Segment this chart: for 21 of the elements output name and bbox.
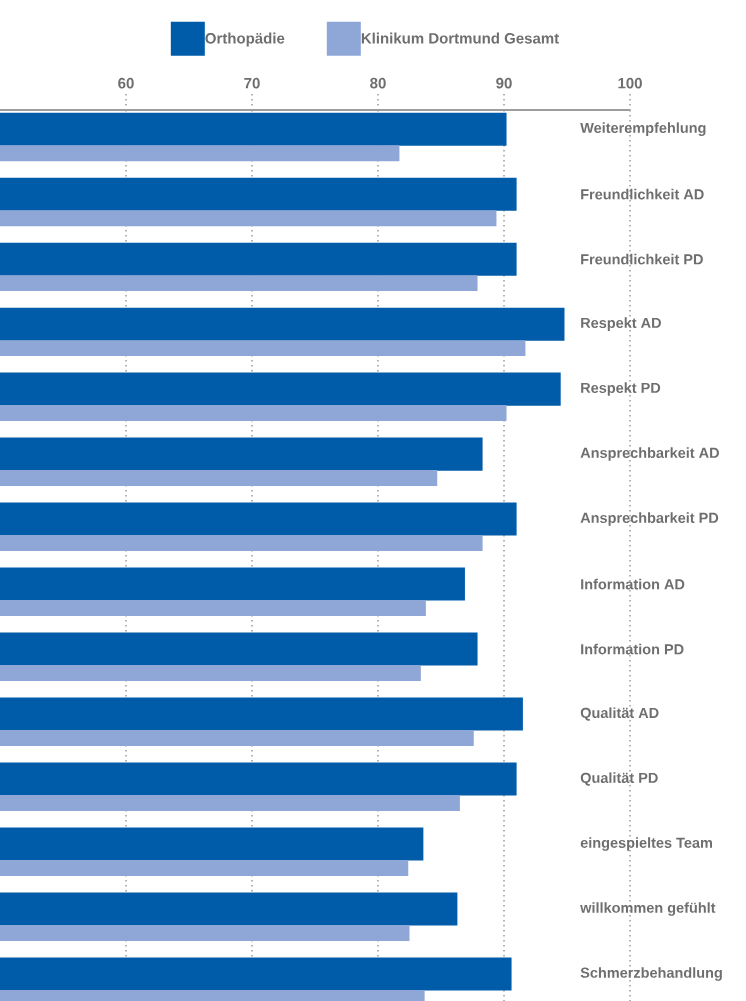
y-tick-label: Ansprechbarkeit AD bbox=[580, 447, 719, 461]
y-tick-label: Weiterempfehlung bbox=[580, 122, 706, 136]
legend-label: Orthopädie bbox=[205, 32, 285, 47]
y-tick-label: Ansprechbarkeit PD bbox=[580, 512, 719, 526]
y-tick-label: eingespieltes Team bbox=[580, 837, 713, 851]
x-tick-label: 60 bbox=[118, 77, 134, 89]
y-tick-label: Qualität PD bbox=[580, 772, 658, 786]
y-tick-label: willkommen gefühlt bbox=[580, 902, 716, 916]
y-tick-label: Information AD bbox=[581, 578, 685, 590]
y-tick-label: Information PD bbox=[581, 643, 684, 655]
y-tick-label: Freundlichkeit PD bbox=[581, 253, 703, 265]
y-tick-label: Qualität AD bbox=[580, 707, 659, 721]
x-tick-label: 80 bbox=[370, 77, 386, 89]
x-tick-label: 90 bbox=[496, 77, 512, 89]
y-tick-label: Freundlichkeit AD bbox=[581, 188, 704, 200]
y-tick-label: Respekt PD bbox=[581, 382, 661, 396]
legend-label: Klinikum Dortmund Gesamt bbox=[361, 32, 559, 44]
x-tick-label: 100 bbox=[618, 77, 642, 89]
x-tick-label: 70 bbox=[244, 77, 260, 89]
y-tick-label: Respekt AD bbox=[581, 317, 661, 331]
y-tick-label: Schmerzbehandlung bbox=[580, 967, 722, 981]
